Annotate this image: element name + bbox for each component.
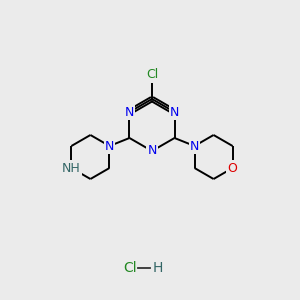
Text: O: O: [228, 161, 238, 175]
Text: NH: NH: [62, 161, 81, 175]
Text: Cl: Cl: [123, 261, 137, 275]
Text: Cl: Cl: [146, 68, 158, 82]
Text: N: N: [190, 140, 199, 152]
Text: H: H: [153, 261, 163, 275]
Text: N: N: [125, 106, 134, 118]
Text: N: N: [105, 140, 114, 152]
Text: N: N: [170, 106, 179, 118]
Text: N: N: [147, 145, 157, 158]
